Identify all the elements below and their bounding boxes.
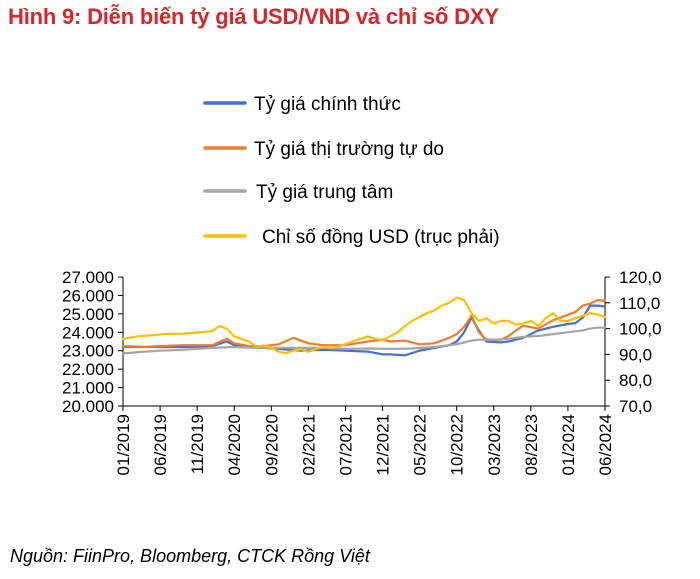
left-tick-label: 23.000	[62, 342, 114, 361]
x-tick-label: 04/2020	[225, 414, 244, 475]
left-tick-label: 27.000	[62, 268, 114, 287]
source-note: Nguồn: FiinPro, Bloomberg, CTCK Rồng Việ…	[10, 546, 370, 566]
series-layer	[121, 296, 607, 357]
right-tick-label: 70,0	[619, 397, 652, 416]
right-tick-label: 120,0	[619, 268, 662, 287]
left-tick-label: 20.000	[62, 397, 114, 416]
x-tick-label: 07/2021	[336, 414, 355, 475]
series-line-3	[121, 326, 607, 355]
figure-title: Hình 9: Diễn biến tỷ giá USD/VND và chỉ …	[8, 4, 499, 29]
legend-label-3: Tỷ giá trung tâm	[256, 182, 393, 203]
left-tick-label: 21.000	[62, 379, 114, 398]
right-tick-label: 80,0	[619, 371, 652, 390]
x-axis: 01/2019 06/2019 11/2019 04/2020 09/2020 02/20…	[114, 405, 615, 475]
x-tick-label: 06/2024	[596, 414, 615, 475]
legend-label-2: Tỷ giá thị trường tự do	[254, 139, 444, 160]
legend-label-4: Chỉ số đồng USD (trục phải)	[262, 227, 500, 248]
legend: Tỷ giá chính thức Tỷ giá thị trường tự do…	[203, 94, 500, 248]
x-tick-label: 09/2020	[262, 414, 281, 475]
series-line-4	[121, 296, 607, 355]
left-tick-label: 22.000	[62, 360, 114, 379]
x-tick-label: 10/2022	[448, 414, 467, 475]
right-tick-label: 110,0	[619, 294, 660, 313]
x-tick-label: 06/2019	[151, 414, 170, 475]
x-tick-label: 11/2019	[188, 414, 207, 474]
x-tick-label: 05/2022	[411, 414, 430, 475]
x-tick-label: 08/2023	[522, 414, 541, 475]
x-tick-label: 12/2021	[374, 414, 393, 475]
x-tick-label: 02/2021	[299, 414, 318, 475]
left-axis: 20.00021.00022.00023.00024.00025.00026.0…	[62, 268, 124, 416]
right-tick-label: 100,0	[619, 320, 662, 339]
legend-label-1: Tỷ giá chính thức	[254, 94, 401, 115]
series-line-2	[121, 298, 607, 349]
left-tick-label: 26.000	[62, 286, 114, 305]
right-axis: 70,0 80,0 90,0 100,0 110,0 120,0	[604, 268, 662, 416]
left-tick-label: 25.000	[62, 305, 114, 324]
x-tick-label: 01/2024	[559, 414, 578, 475]
x-tick-label: 03/2023	[485, 414, 504, 475]
right-tick-label: 90,0	[619, 345, 652, 364]
x-tick-label: 01/2019	[114, 414, 133, 475]
left-tick-label: 24.000	[62, 323, 114, 342]
